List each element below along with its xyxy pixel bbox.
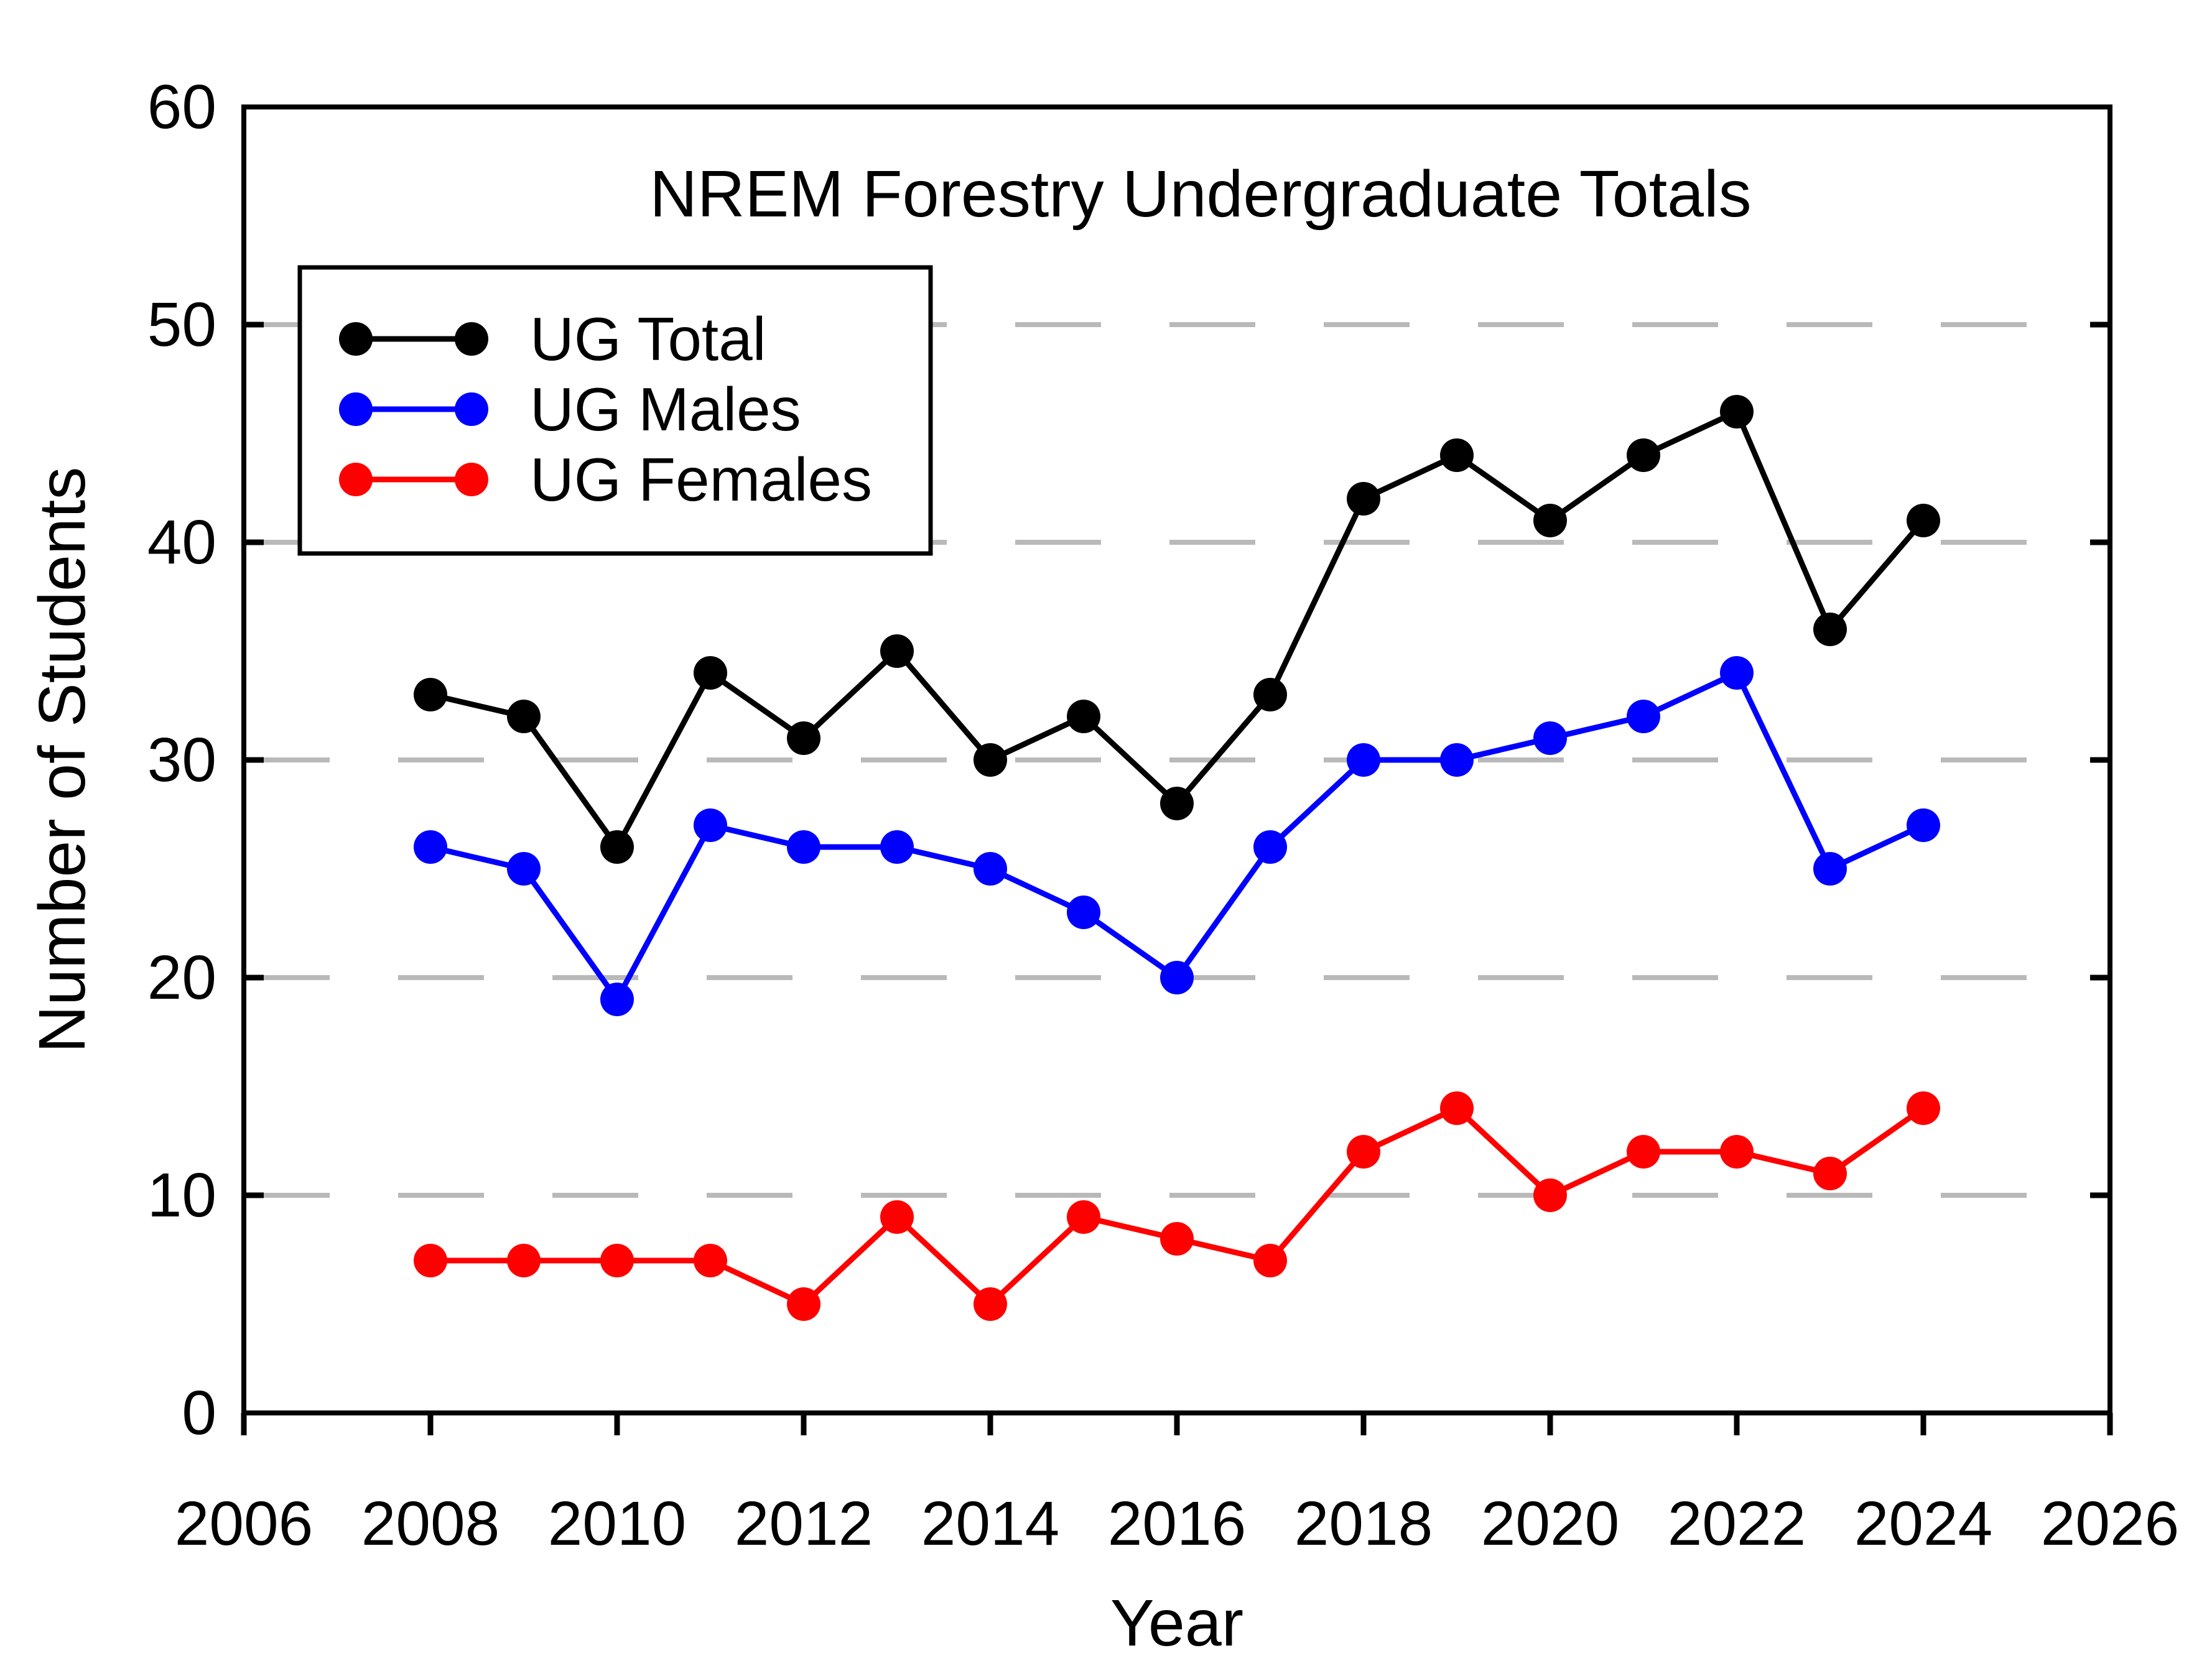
data-point-ug-females-2023 [1813, 1157, 1847, 1190]
y-tick-label-30: 30 [147, 725, 216, 795]
data-point-ug-females-2012 [787, 1287, 820, 1321]
x-tick-label-2022: 2022 [1668, 1489, 1806, 1558]
x-tick-label-2008: 2008 [361, 1489, 500, 1558]
y-tick-label-10: 10 [147, 1160, 216, 1230]
x-axis-title: Year [1110, 1586, 1243, 1660]
legend-marker-dot-ug-total [455, 322, 488, 356]
data-point-ug-total-2021 [1627, 438, 1660, 472]
legend-item-ug-females: UG Females [339, 445, 872, 514]
data-point-ug-males-2023 [1813, 852, 1847, 886]
x-tick-label-2018: 2018 [1294, 1489, 1433, 1558]
data-point-ug-females-2021 [1627, 1135, 1660, 1169]
data-point-ug-females-2018 [1347, 1135, 1380, 1169]
data-point-ug-total-2008 [414, 678, 447, 711]
data-point-ug-males-2012 [787, 830, 820, 864]
data-point-ug-total-2013 [880, 634, 914, 668]
chart-title: NREM Forestry Undergraduate Totals [649, 157, 1751, 231]
data-point-ug-females-2010 [600, 1244, 634, 1277]
data-point-ug-females-2017 [1253, 1244, 1287, 1277]
y-tick-label-0: 0 [182, 1378, 216, 1448]
data-point-ug-total-2014 [974, 743, 1007, 777]
data-point-ug-total-2024 [1907, 504, 1940, 537]
legend-marker-dot-ug-females [455, 463, 488, 496]
legend-marker-dot-ug-males [339, 392, 373, 426]
data-point-ug-total-2022 [1720, 395, 1754, 428]
series-ug-total [414, 395, 1940, 864]
series-ug-females [414, 1091, 1940, 1321]
data-point-ug-females-2008 [414, 1244, 447, 1277]
data-point-ug-males-2014 [974, 852, 1007, 886]
data-point-ug-total-2016 [1160, 787, 1194, 820]
data-point-ug-total-2009 [507, 700, 541, 733]
legend-marker-dot-ug-total [339, 322, 373, 356]
y-tick-label-60: 60 [147, 72, 216, 142]
data-point-ug-total-2019 [1440, 438, 1474, 472]
y-tick-label-20: 20 [147, 943, 216, 1012]
data-point-ug-males-2024 [1907, 808, 1940, 842]
x-tick-label-2006: 2006 [175, 1489, 313, 1558]
data-point-ug-males-2017 [1253, 830, 1287, 864]
series-layer [414, 395, 1940, 1321]
legend-label-ug-males: UG Males [530, 375, 801, 443]
data-point-ug-females-2014 [974, 1287, 1007, 1321]
data-point-ug-males-2021 [1627, 700, 1660, 733]
data-point-ug-males-2020 [1533, 721, 1567, 755]
y-tick-label-40: 40 [147, 507, 216, 577]
x-tick-label-2012: 2012 [735, 1489, 873, 1558]
data-point-ug-females-2022 [1720, 1135, 1754, 1169]
x-tick-label-2026: 2026 [2041, 1489, 2179, 1558]
legend-marker-dot-ug-males [455, 392, 488, 426]
legend-marker-dot-ug-females [339, 463, 373, 496]
y-tick-label-50: 50 [147, 290, 216, 359]
x-tick-label-2020: 2020 [1481, 1489, 1619, 1558]
data-point-ug-females-2009 [507, 1244, 541, 1277]
x-tick-label-2024: 2024 [1854, 1489, 1992, 1558]
data-point-ug-total-2017 [1253, 678, 1287, 711]
y-axis-title: Number of Students [26, 467, 99, 1053]
data-point-ug-males-2013 [880, 830, 914, 864]
data-point-ug-males-2022 [1720, 656, 1754, 690]
data-point-ug-total-2011 [694, 656, 727, 690]
x-tick-label-2014: 2014 [921, 1489, 1059, 1558]
series-ug-males [414, 656, 1940, 1016]
data-point-ug-total-2018 [1347, 482, 1380, 516]
axis-ticks [241, 322, 2113, 1435]
data-point-ug-total-2012 [787, 721, 820, 755]
data-point-ug-males-2010 [600, 983, 634, 1016]
data-point-ug-males-2015 [1067, 896, 1100, 929]
legend-label-ug-total: UG Total [530, 305, 766, 373]
data-point-ug-males-2009 [507, 852, 541, 886]
data-point-ug-total-2023 [1813, 613, 1847, 646]
axis-tick-labels: 0 10 20 30 40 50 60 2006 2008 2010 2012 2014 2016 201… [147, 72, 2179, 1558]
data-point-ug-females-2015 [1067, 1200, 1100, 1234]
legend-item-ug-males: UG Males [339, 375, 801, 443]
data-point-ug-males-2008 [414, 830, 447, 864]
legend-item-ug-total: UG Total [339, 305, 766, 373]
data-point-ug-females-2011 [694, 1244, 727, 1277]
data-point-ug-males-2016 [1160, 961, 1194, 994]
data-point-ug-total-2015 [1067, 700, 1100, 733]
data-point-ug-females-2016 [1160, 1222, 1194, 1256]
data-point-ug-total-2010 [600, 830, 634, 864]
data-point-ug-females-2024 [1907, 1091, 1940, 1125]
data-point-ug-males-2019 [1440, 743, 1474, 777]
data-point-ug-males-2018 [1347, 743, 1380, 777]
data-point-ug-females-2020 [1533, 1178, 1567, 1212]
legend-label-ug-females: UG Females [530, 445, 872, 514]
data-point-ug-females-2019 [1440, 1091, 1474, 1125]
data-point-ug-total-2020 [1533, 504, 1567, 537]
data-point-ug-males-2011 [694, 808, 727, 842]
x-tick-label-2010: 2010 [548, 1489, 686, 1558]
x-tick-label-2016: 2016 [1108, 1489, 1246, 1558]
data-point-ug-females-2013 [880, 1200, 914, 1234]
